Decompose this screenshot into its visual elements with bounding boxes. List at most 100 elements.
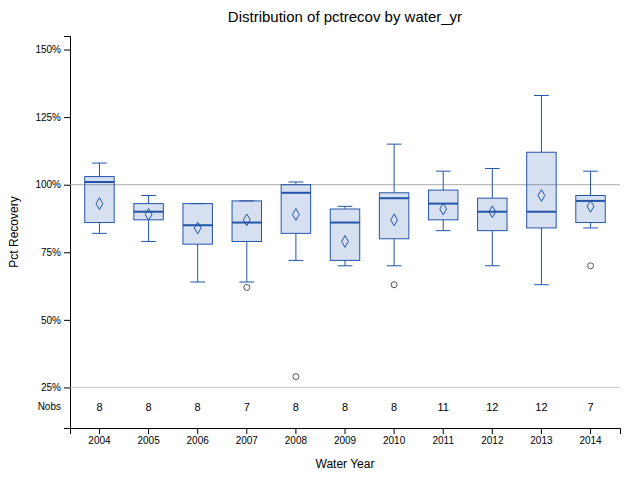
y-tick-label: 150% xyxy=(35,44,61,55)
box-body xyxy=(527,152,556,228)
whisker-low xyxy=(541,228,542,285)
x-tick-label: 2014 xyxy=(579,435,602,446)
nobs-value: 11 xyxy=(438,401,449,413)
x-tick-mark xyxy=(443,428,444,434)
cap-low xyxy=(239,282,254,283)
whisker-low xyxy=(99,223,100,234)
title: Distribution of pctrecov by water_yr xyxy=(228,8,462,25)
nobs-value: 12 xyxy=(535,401,547,413)
cap-low xyxy=(190,282,205,283)
cap-high xyxy=(485,168,500,169)
flier xyxy=(588,263,594,269)
y-tick: 100% xyxy=(35,179,70,190)
mean xyxy=(489,206,496,218)
box xyxy=(428,171,457,230)
y-axis-title: Pct Recovery xyxy=(7,196,21,267)
x-tick-label: 2008 xyxy=(285,435,308,446)
nobs-value: 7 xyxy=(244,401,250,413)
mean xyxy=(538,190,545,202)
x-tick-mark xyxy=(394,428,395,434)
x-tick-mark xyxy=(246,428,247,434)
x-tick: 2012 xyxy=(481,428,504,446)
x-tick-mark xyxy=(590,428,591,434)
mean xyxy=(342,236,349,248)
x-tick-mark xyxy=(148,428,149,434)
median xyxy=(281,192,310,194)
nobs-value: 12 xyxy=(486,401,498,413)
cap-high xyxy=(583,171,598,172)
y-tick: 25% xyxy=(41,382,70,393)
box-body xyxy=(134,204,163,220)
x-tick-label: 2006 xyxy=(187,435,210,446)
x-tick-mark xyxy=(295,428,296,434)
x-tick-label: 2005 xyxy=(137,435,160,446)
x-axis-title: Water Year xyxy=(316,457,375,471)
median xyxy=(183,224,212,226)
box-body xyxy=(232,201,261,242)
y-tick-mark xyxy=(64,387,70,388)
box-body xyxy=(478,198,507,230)
y-tick: 75% xyxy=(41,247,70,258)
mean xyxy=(194,222,201,234)
cap-high xyxy=(141,195,156,196)
x-tick-label: 2007 xyxy=(236,435,259,446)
cap-high xyxy=(436,171,451,172)
y-tick-mark xyxy=(64,117,70,118)
cap-low xyxy=(141,241,156,242)
box xyxy=(379,144,408,288)
nobs-separator xyxy=(70,387,620,388)
mean xyxy=(96,198,103,210)
nobs-value: 8 xyxy=(391,401,397,413)
median xyxy=(232,222,261,224)
cap-low xyxy=(338,265,353,266)
cap-high xyxy=(338,206,353,207)
cap-low xyxy=(485,265,500,266)
y-tick-mark xyxy=(64,252,70,253)
mean xyxy=(292,209,299,221)
chart: 25% 50% 75% 100% 125% 150% 2004 2005 2006 2007 200… xyxy=(0,0,640,480)
y-tick: 50% xyxy=(41,315,70,326)
y-tick-label: 100% xyxy=(35,179,61,190)
cap-high xyxy=(92,163,107,164)
whisker-low xyxy=(197,244,198,282)
cap-low xyxy=(436,230,451,231)
y-tick-mark xyxy=(64,320,70,321)
x-tick-mark xyxy=(541,428,542,434)
plot: 25% 50% 75% 100% 125% 150% 2004 2005 2006 2007 200… xyxy=(35,37,620,447)
box xyxy=(527,95,556,284)
median xyxy=(478,211,507,213)
whisker-high xyxy=(492,168,493,198)
x-tick: 2004 xyxy=(88,428,111,446)
box xyxy=(281,182,310,380)
x-tick-mark xyxy=(99,428,100,434)
whisker-high xyxy=(443,171,444,190)
median xyxy=(134,211,163,213)
box-body xyxy=(85,177,114,223)
nobs-value: 8 xyxy=(293,401,299,413)
whisker-high xyxy=(148,196,149,204)
x-axis-line xyxy=(71,429,621,435)
x-tick-label: 2010 xyxy=(383,435,406,446)
whisker-high xyxy=(394,144,395,193)
x-tick-mark xyxy=(345,428,346,434)
y-tick-label: 125% xyxy=(35,112,61,123)
box xyxy=(134,196,163,242)
nobs-value: 8 xyxy=(146,401,152,413)
x-tick: 2006 xyxy=(187,428,210,446)
nobs-label: Nobs xyxy=(38,401,61,412)
cap-low xyxy=(534,284,549,285)
box-body xyxy=(576,196,605,223)
x-tick-label: 2012 xyxy=(481,435,504,446)
whisker-high xyxy=(590,171,591,195)
nobs-value: 8 xyxy=(96,401,102,413)
mean xyxy=(587,200,594,212)
x-tick: 2013 xyxy=(530,428,553,446)
x-axis: 2004200520062007200820092010201120122013… xyxy=(71,428,621,446)
y-axis-line xyxy=(64,37,71,429)
median xyxy=(527,211,556,213)
cap-low xyxy=(289,260,304,261)
box xyxy=(183,204,212,282)
y-tick-label: 75% xyxy=(41,247,61,258)
x-tick: 2010 xyxy=(383,428,406,446)
x-tick: 2009 xyxy=(334,428,357,446)
